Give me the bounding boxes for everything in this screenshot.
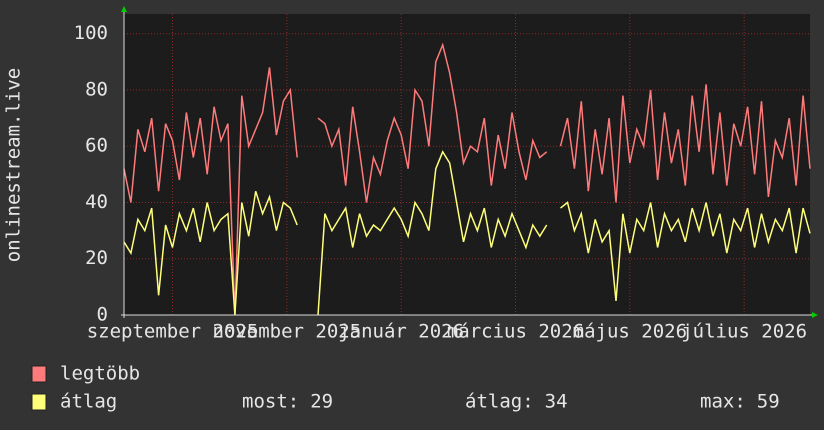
x-tick-label: március 2026 xyxy=(447,321,584,343)
x-tick-label: május 2026 xyxy=(573,321,687,343)
series-line xyxy=(123,42,811,316)
legend-swatch xyxy=(31,365,47,383)
series-line xyxy=(123,150,811,316)
axis-arrow xyxy=(121,6,127,12)
x-tick-label: november 2025 xyxy=(212,321,361,343)
stat-value: 29 xyxy=(310,391,333,413)
stat-label: átlag: xyxy=(465,391,534,413)
legend-label: legtöbb xyxy=(60,363,140,385)
legend-swatch xyxy=(31,393,47,411)
x-tick-label: január 2026 xyxy=(338,321,464,343)
stat-value: 59 xyxy=(757,391,780,413)
y-tick-label: 0 xyxy=(97,304,108,326)
stat-label: most: xyxy=(242,391,299,413)
y-tick-label: 80 xyxy=(85,78,108,100)
y-tick-label: 100 xyxy=(74,22,108,44)
stat-label: max: xyxy=(700,391,746,413)
x-tick-label: szeptember 2025 xyxy=(87,321,259,343)
y-tick-label: 60 xyxy=(85,135,108,157)
plot-area xyxy=(124,14,810,315)
y-tick-label: 20 xyxy=(85,247,108,269)
y-axis-label: onlinestream.live xyxy=(3,68,25,262)
x-tick-label: július 2026 xyxy=(681,321,807,343)
y-tick-label: 40 xyxy=(85,191,108,213)
stat-value: 34 xyxy=(545,391,568,413)
legend-label: átlag xyxy=(60,391,117,413)
axis-arrow xyxy=(812,312,818,318)
